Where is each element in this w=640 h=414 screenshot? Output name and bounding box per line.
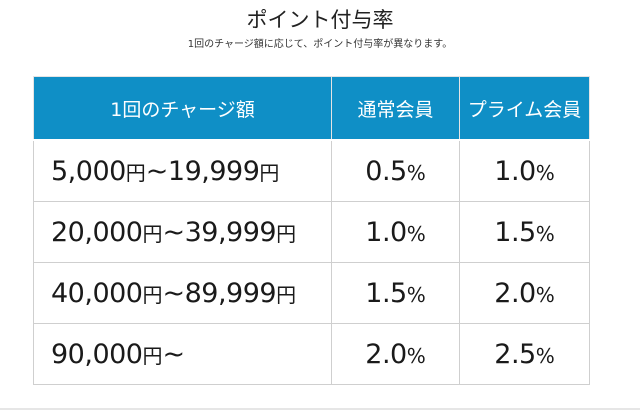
percent-unit: %	[535, 221, 555, 246]
table-header-row: 1回のチャージ額 通常会員 プライム会員	[33, 76, 590, 141]
prime-rate-cell: 1.5%	[459, 201, 590, 263]
range-from: 5,000	[51, 155, 126, 187]
range-separator: ~	[162, 338, 185, 370]
prime-rate-value: 1.5	[494, 216, 536, 248]
charge-range-cell: 90,000円~	[33, 323, 332, 385]
range-to: 19,999	[167, 155, 260, 187]
percent-unit: %	[406, 160, 426, 185]
range-to: 89,999	[184, 277, 277, 309]
percent-unit: %	[535, 343, 555, 368]
range-separator: ~	[162, 216, 185, 248]
range-separator: ~	[162, 277, 185, 309]
charge-range-cell: 5,000円~19,999円	[33, 139, 332, 202]
charge-range-cell: 40,000円~89,999円	[33, 262, 332, 324]
page-title: ポイント付与率	[246, 8, 394, 32]
prime-rate-value: 2.5	[494, 338, 536, 370]
yen-unit: 円	[276, 282, 297, 307]
footer-divider	[0, 408, 640, 410]
prime-rate-value: 1.0	[494, 155, 536, 187]
prime-rate-cell: 2.0%	[459, 262, 590, 324]
range-from: 90,000	[51, 338, 143, 370]
table-row: 40,000円~89,999円 1.5% 2.0%	[33, 262, 590, 324]
yen-unit: 円	[142, 343, 163, 368]
yen-unit: 円	[125, 160, 146, 185]
column-header-normal-member: 通常会員	[331, 76, 460, 141]
column-header-charge-amount: 1回のチャージ額	[33, 76, 332, 141]
percent-unit: %	[535, 160, 555, 185]
point-rate-table: 1回のチャージ額 通常会員 プライム会員 5,000円~19,999円 0.5%…	[33, 76, 590, 385]
normal-rate-cell: 1.0%	[331, 201, 460, 263]
normal-rate-cell: 1.5%	[331, 262, 460, 324]
range-from: 20,000	[51, 216, 143, 248]
yen-unit: 円	[276, 221, 297, 246]
percent-unit: %	[406, 221, 426, 246]
range-separator: ~	[145, 155, 169, 187]
normal-rate-value: 1.5	[365, 277, 407, 309]
table-row: 5,000円~19,999円 0.5% 1.0%	[33, 139, 590, 202]
normal-rate-cell: 2.0%	[331, 323, 460, 385]
range-from: 40,000	[51, 277, 143, 309]
charge-range-cell: 20,000円~39,999円	[33, 201, 332, 263]
normal-rate-value: 2.0	[365, 338, 407, 370]
range-to: 39,999	[184, 216, 277, 248]
percent-unit: %	[406, 282, 426, 307]
yen-unit: 円	[142, 221, 163, 246]
yen-unit: 円	[142, 282, 163, 307]
normal-rate-cell: 0.5%	[331, 139, 460, 202]
prime-rate-cell: 1.0%	[459, 139, 590, 202]
percent-unit: %	[406, 343, 426, 368]
column-header-prime-member: プライム会員	[459, 76, 590, 141]
normal-rate-value: 1.0	[365, 216, 407, 248]
percent-unit: %	[535, 282, 555, 307]
table-row: 90,000円~ 2.0% 2.5%	[33, 323, 590, 385]
table-row: 20,000円~39,999円 1.0% 1.5%	[33, 201, 590, 263]
prime-rate-cell: 2.5%	[459, 323, 590, 385]
normal-rate-value: 0.5	[365, 155, 407, 187]
page-subtitle: 1回のチャージ額に応じて、ポイント付与率が異なります。	[187, 39, 453, 50]
yen-unit: 円	[259, 160, 280, 185]
prime-rate-value: 2.0	[494, 277, 536, 309]
